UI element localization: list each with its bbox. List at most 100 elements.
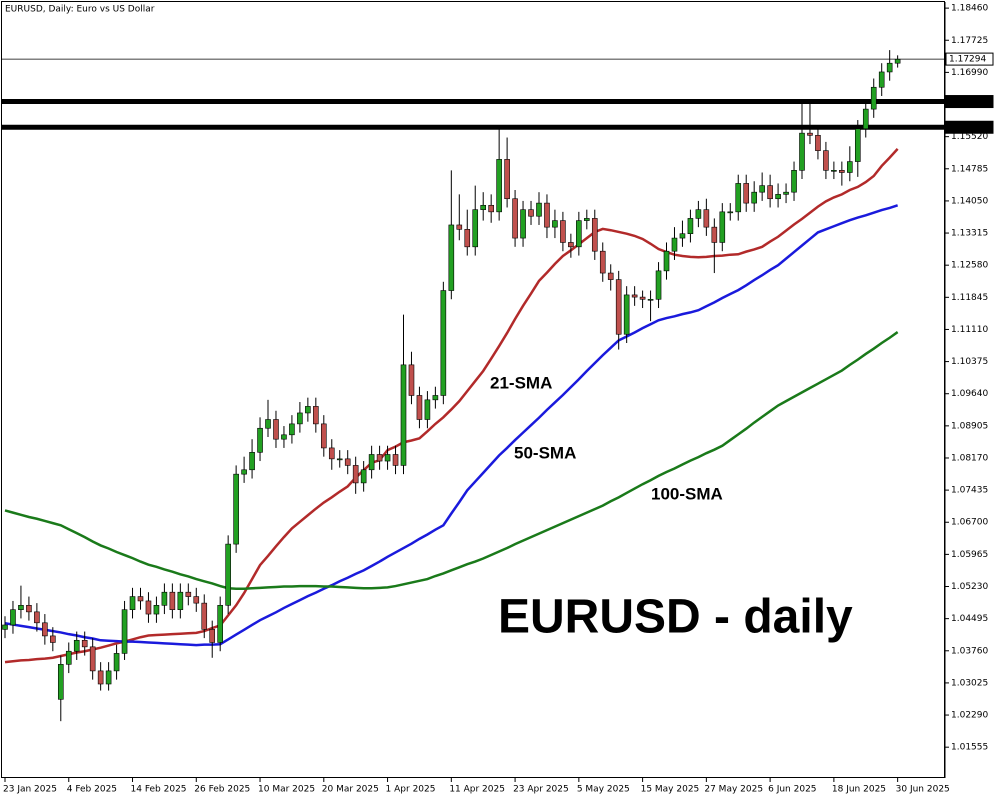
candle-body (584, 218, 590, 221)
candle-body (512, 198, 518, 239)
candle-body (153, 605, 160, 615)
candle-body (528, 209, 534, 217)
y-tick-label: 1.06700 (951, 518, 988, 528)
candle-body (145, 600, 152, 615)
candle-body (464, 229, 471, 248)
y-tick-label: 1.05965 (951, 550, 988, 560)
candle-body (121, 609, 128, 654)
candle-body (344, 458, 351, 466)
candle-body (663, 250, 670, 272)
y-tick-label: 1.09640 (951, 389, 988, 399)
y-tick-label: 1.07435 (951, 486, 988, 496)
candle-body (297, 412, 303, 425)
candle-body (695, 209, 702, 219)
candle-body (320, 423, 327, 449)
x-tick-label: 6 Jun 2025 (768, 785, 816, 795)
y-tick-label: 1.04495 (951, 614, 988, 624)
sma-line (4, 204, 899, 647)
price-level-box (945, 95, 994, 109)
candle-body (576, 220, 582, 248)
x-tick-label: 23 Jan 2025 (3, 785, 57, 795)
candle-body (241, 469, 247, 475)
price-level-box (945, 120, 994, 134)
candle-body (751, 191, 757, 204)
candle-body (703, 209, 710, 228)
candle-body (854, 128, 861, 162)
candle-body (129, 596, 136, 610)
sma-label: 21-SMA (490, 373, 552, 392)
sma-label: 100-SMA (651, 484, 723, 503)
y-tick-label: 1.17725 (951, 36, 988, 46)
candle-body (209, 629, 216, 643)
y-tick-label: 1.11845 (951, 293, 988, 303)
candle-body (568, 242, 574, 248)
sma-label: 50-SMA (514, 443, 576, 462)
candle-body (89, 646, 96, 672)
candle-body (416, 395, 423, 420)
x-tick-label: 30 Jun 2025 (896, 785, 950, 795)
candle-body (687, 218, 694, 235)
candle-body (719, 211, 726, 243)
candle-body (870, 86, 877, 110)
candle-body (862, 108, 869, 130)
candle-body (217, 605, 223, 643)
candle-body (607, 272, 614, 280)
y-tick-label: 1.16990 (951, 68, 988, 78)
y-tick-label: 1.15520 (951, 132, 988, 142)
chart-title: EURUSD, Daily: Euro vs US Dollar (5, 5, 155, 15)
candle-body (193, 596, 200, 604)
candle-body (289, 423, 295, 436)
candle-body (791, 170, 797, 193)
candle-body (57, 664, 64, 700)
candle-body (639, 296, 646, 300)
candle-body (560, 220, 566, 243)
candle-body (2, 624, 8, 630)
y-tick-label: 1.08905 (951, 421, 988, 431)
candle-body (281, 434, 287, 440)
candle-body (591, 218, 598, 252)
candle-body (336, 458, 343, 461)
y-tick-label: 1.14785 (951, 164, 988, 174)
candle-body (759, 185, 765, 193)
x-tick-label: 5 May 2025 (577, 785, 630, 795)
candle-body (113, 653, 120, 672)
candle-body (807, 132, 813, 136)
candle-body (504, 159, 510, 200)
candle-body (432, 395, 439, 401)
candle-body (328, 447, 335, 460)
y-tick-label: 1.12580 (951, 261, 988, 271)
candle-body (65, 650, 72, 665)
y-tick-label: 1.18460 (951, 4, 988, 14)
y-tick-label: 1.02290 (951, 711, 988, 721)
candle-body (169, 591, 176, 610)
price-level-label: 1.15735 (949, 123, 986, 133)
x-tick-label: 26 Feb 2025 (194, 785, 250, 795)
candle-body (679, 233, 686, 239)
candle-body (352, 465, 359, 484)
candle-body (26, 605, 32, 613)
candle-body (73, 639, 80, 652)
candle-body (185, 591, 192, 597)
candle-body (655, 270, 662, 300)
y-tick-label: 1.10375 (951, 357, 988, 367)
sma-line (4, 148, 899, 664)
candle-body (456, 224, 463, 230)
candle-body (472, 209, 479, 248)
x-tick-label: 10 Mar 2025 (258, 785, 315, 795)
candle-body (488, 204, 494, 213)
candle-body (823, 150, 829, 171)
candle-body (599, 250, 606, 274)
candle-body (233, 473, 239, 545)
y-tick-label: 1.14050 (951, 196, 988, 206)
candle-body (368, 454, 375, 471)
candle-body (161, 591, 168, 606)
candle-body (42, 622, 48, 637)
candle-body (105, 670, 112, 685)
candle-body (313, 406, 319, 425)
y-tick-label: 1.08170 (951, 453, 988, 463)
candle-body (440, 290, 447, 396)
candle-body (225, 543, 231, 606)
candle-body (50, 635, 56, 643)
